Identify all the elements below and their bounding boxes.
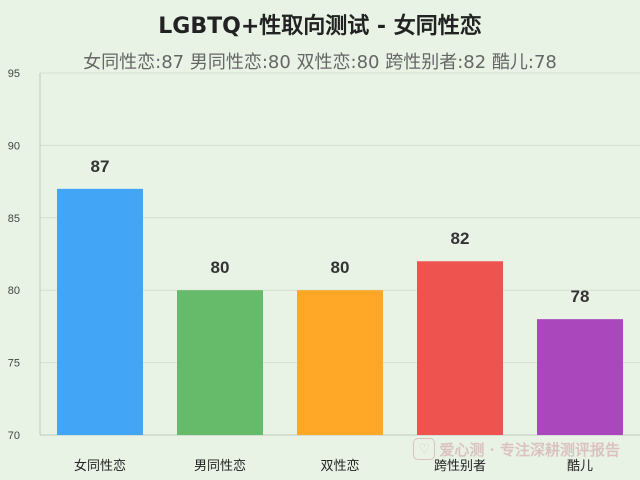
- x-tick-label: 酷儿: [567, 459, 593, 474]
- data-label: 87: [91, 157, 110, 176]
- y-tick-label: 75: [8, 358, 20, 370]
- y-tick-label: 95: [8, 68, 20, 80]
- bar: [537, 319, 623, 435]
- y-tick-label: 80: [8, 285, 20, 297]
- y-tick-label: 90: [8, 140, 20, 152]
- heart-icon: ♡: [413, 438, 436, 460]
- x-tick-label: 跨性别者: [434, 459, 486, 474]
- y-tick-label: 70: [8, 430, 20, 442]
- bar: [177, 290, 263, 435]
- data-label: 78: [571, 287, 590, 306]
- chart-subtitle: 女同性恋:87 男同性恋:80 双性恋:80 跨性别者:82 酷儿:78: [83, 52, 557, 73]
- data-label: 80: [211, 258, 230, 277]
- bar: [57, 188, 143, 435]
- chart-title: LGBTQ+性取向测试 - 女同性恋: [158, 14, 482, 39]
- x-tick-label: 双性恋: [320, 458, 359, 474]
- watermark: ♡ 爱心测 · 专注深耕测评报告: [413, 438, 620, 460]
- bar: [417, 261, 503, 435]
- watermark-text: 爱心测 · 专注深耕测评报告: [439, 440, 620, 459]
- data-label: 80: [331, 258, 350, 277]
- data-label: 82: [451, 229, 470, 248]
- x-tick-label: 男同性恋: [194, 458, 246, 474]
- bar: [297, 290, 383, 435]
- y-tick-label: 85: [8, 213, 20, 225]
- x-tick-label: 女同性恋: [74, 458, 126, 474]
